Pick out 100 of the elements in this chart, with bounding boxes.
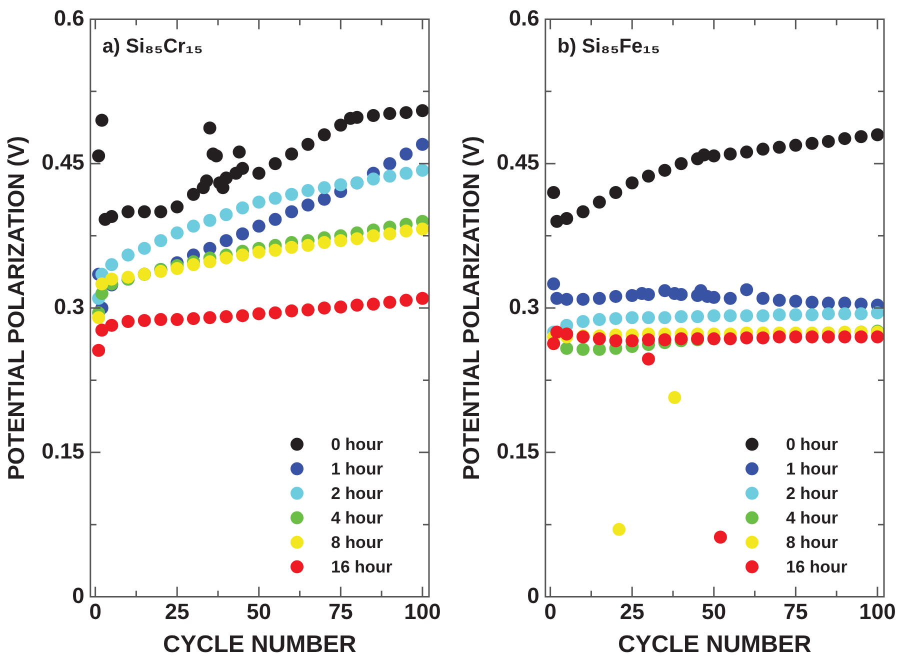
point (838, 330, 852, 344)
point (674, 157, 688, 170)
point (822, 296, 835, 310)
point (870, 330, 884, 344)
point (626, 334, 639, 348)
point (154, 205, 168, 218)
point (870, 128, 884, 142)
point (547, 186, 560, 199)
point (95, 324, 108, 337)
point (756, 292, 770, 305)
x-tick-label: 75 (783, 599, 808, 624)
point (592, 332, 606, 346)
point (714, 530, 727, 544)
point (170, 200, 184, 214)
point (301, 138, 314, 151)
point (383, 296, 396, 309)
y-tick-label: 0 (527, 582, 540, 608)
point (838, 132, 852, 146)
point (366, 298, 380, 311)
legend-label: 8 hour (331, 532, 384, 552)
point (92, 344, 106, 357)
point (318, 302, 331, 314)
legend-label: 2 hour (786, 484, 838, 503)
point (203, 214, 216, 227)
point (318, 192, 331, 206)
point (268, 306, 282, 320)
point (806, 330, 819, 344)
point (400, 106, 413, 120)
x-tick-label: 0 (89, 599, 102, 624)
point (822, 330, 835, 344)
point (822, 307, 835, 320)
point (609, 290, 622, 303)
point (674, 310, 688, 324)
point (400, 166, 413, 180)
point (707, 309, 720, 322)
point (400, 147, 413, 160)
x-tick-label: 75 (328, 599, 353, 624)
point (285, 240, 298, 254)
point (301, 238, 314, 252)
point (236, 201, 250, 214)
point (285, 188, 298, 201)
point (724, 147, 737, 160)
point (186, 312, 200, 326)
point (609, 186, 622, 199)
point (789, 294, 802, 308)
point (318, 128, 331, 142)
point (366, 229, 380, 242)
point (236, 162, 250, 175)
point (220, 234, 233, 248)
point (301, 184, 314, 198)
point (416, 164, 429, 177)
point (154, 313, 168, 326)
point (268, 192, 282, 205)
legend-label: 0 hour (786, 434, 838, 454)
point (122, 314, 135, 328)
point (740, 283, 754, 296)
point (220, 208, 233, 222)
x-axis-title: CYCLE NUMBER (618, 631, 812, 658)
point (138, 242, 151, 255)
point (252, 220, 266, 233)
point (220, 310, 233, 324)
point (400, 294, 413, 307)
point (592, 292, 606, 305)
point (560, 212, 574, 225)
point (383, 170, 396, 183)
point (576, 205, 590, 218)
point (236, 227, 250, 240)
point (658, 164, 672, 177)
point (822, 134, 835, 148)
point (220, 172, 233, 185)
point (268, 244, 282, 257)
point (252, 307, 266, 320)
point (560, 327, 574, 340)
point (416, 104, 429, 118)
point (203, 121, 216, 134)
point (285, 304, 298, 318)
point (318, 181, 331, 194)
point (334, 118, 348, 132)
legend-label: 16 hour (786, 557, 848, 576)
y-tick-label: 0.6 (508, 5, 540, 30)
point (138, 314, 151, 328)
legend-label: 4 hour (331, 508, 384, 528)
point (170, 226, 184, 240)
point (186, 258, 200, 272)
point (724, 292, 737, 305)
legend-label: 0 hour (331, 434, 384, 454)
point (186, 188, 200, 201)
point (268, 157, 282, 170)
point (658, 311, 672, 324)
point (756, 142, 770, 156)
legend-label: 8 hour (786, 532, 838, 552)
point (200, 174, 214, 188)
x-tick-label: 0 (544, 599, 556, 624)
text: a) Si₈₅Cr₁₅ (102, 36, 203, 58)
point (95, 277, 108, 290)
point (592, 342, 606, 356)
point (301, 303, 314, 316)
point (383, 227, 396, 240)
point (854, 330, 868, 344)
point (350, 232, 364, 246)
